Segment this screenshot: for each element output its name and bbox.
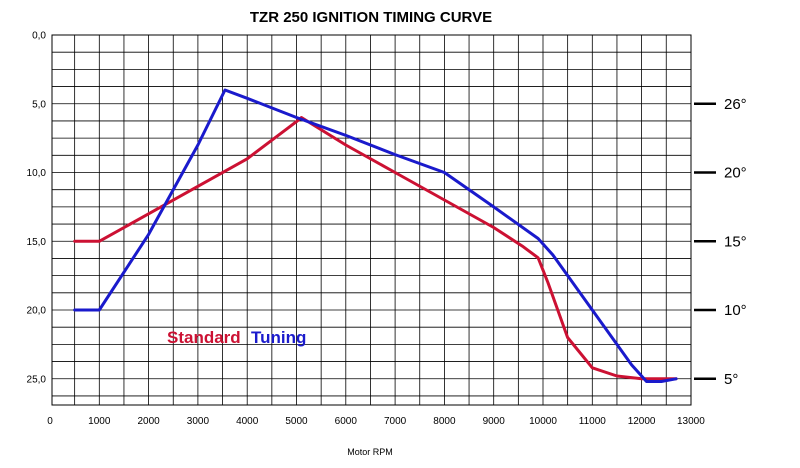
x-tick-label: 9000 xyxy=(483,416,506,427)
right-axis-label: 15° xyxy=(724,233,747,250)
series-line-tuning xyxy=(73,88,678,383)
x-axis-ticks: 0 1000 2000 3000 4000 5000 6000 7000 8000 9000 100… xyxy=(47,416,705,427)
x-tick-label: 0 xyxy=(47,416,53,427)
right-axis-label: 5° xyxy=(724,371,738,388)
y-tick-label: 25,0 xyxy=(27,374,47,385)
x-tick-label: 1000 xyxy=(88,416,111,427)
x-tick-label: 8000 xyxy=(433,416,456,427)
right-axis-label: 20° xyxy=(724,165,747,182)
legend-standard: Standard xyxy=(167,328,241,347)
y-tick-label: 10,0 xyxy=(27,168,47,179)
x-tick-label: 11000 xyxy=(579,416,607,427)
series-lines xyxy=(73,88,678,383)
x-tick-label: 13000 xyxy=(677,416,705,427)
plot-border xyxy=(51,34,692,406)
y-tick-label: 5,0 xyxy=(32,99,46,110)
x-tick-label: 6000 xyxy=(335,416,358,427)
x-tick-label: 4000 xyxy=(236,416,259,427)
x-tick-label: 2000 xyxy=(137,416,160,427)
y-axis-ticks: 0,0 5,0 10,0 15,0 20,0 25,0 xyxy=(27,31,47,386)
chart-title: TZR 250 IGNITION TIMING CURVE xyxy=(250,9,492,26)
legend: Standard Tuning xyxy=(167,328,306,347)
x-tick-label: 12000 xyxy=(628,416,656,427)
x-tick-label: 3000 xyxy=(187,416,210,427)
y-tick-label: 15,0 xyxy=(27,237,47,248)
y-tick-label: 20,0 xyxy=(27,306,47,317)
x-tick-label: 10000 xyxy=(529,416,557,427)
x-tick-label: 7000 xyxy=(384,416,407,427)
series-line-standard xyxy=(73,116,678,381)
grid xyxy=(51,34,692,406)
x-axis-label: Motor RPM xyxy=(347,447,393,457)
right-axis-labels: 26° 20° 15° 10° 5° xyxy=(694,96,747,388)
y-tick-label: 0,0 xyxy=(32,31,46,42)
right-axis-label: 26° xyxy=(724,96,747,113)
x-tick-label: 5000 xyxy=(285,416,308,427)
right-axis-label: 10° xyxy=(724,302,747,319)
legend-tuning: Tuning xyxy=(251,328,306,347)
